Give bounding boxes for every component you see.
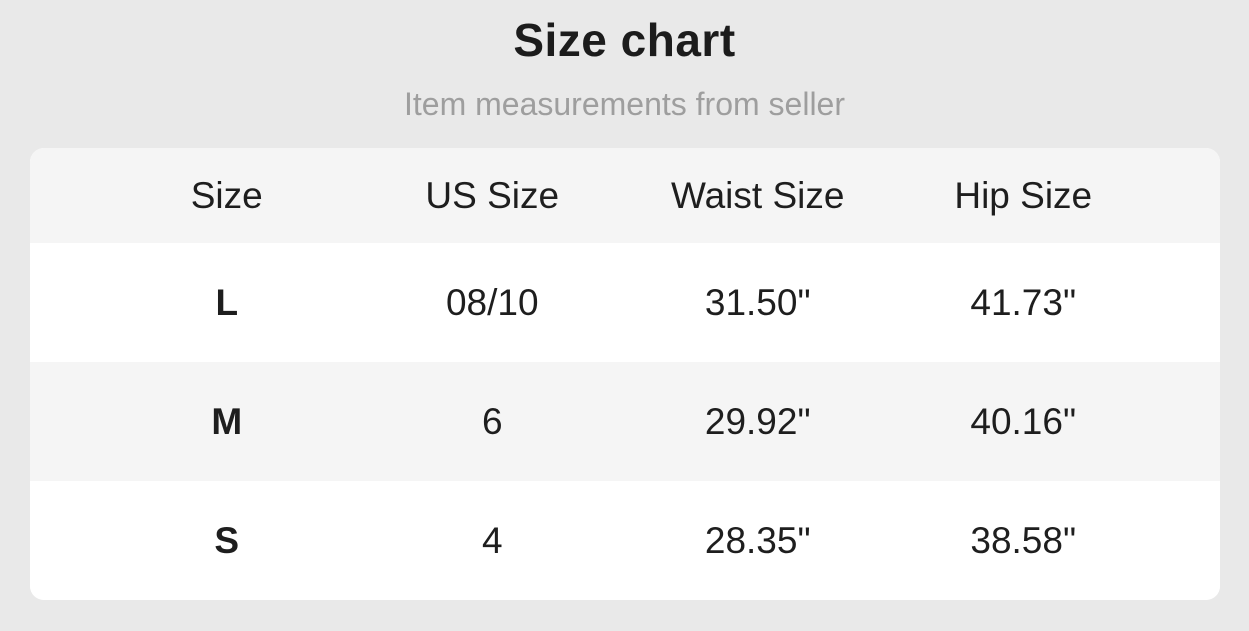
column-header-hip-size: Hip Size: [954, 174, 1093, 216]
cell-size: M: [211, 400, 243, 442]
cell-us-size: 08/10: [445, 281, 539, 323]
page-subtitle: Item measurements from seller: [403, 86, 845, 122]
column-header-waist-size: Waist Size: [671, 174, 845, 216]
cell-size: S: [214, 519, 240, 561]
cell-waist-size: 31.50": [704, 281, 811, 323]
cell-waist-size: 29.92": [704, 400, 811, 442]
column-header-us-size: US Size: [425, 174, 560, 216]
size-chart-table: Size US Size Waist Size Hip Size L 08/10…: [30, 148, 1220, 600]
cell-hip-size: 40.16": [970, 400, 1077, 442]
cell-hip-size: 41.73": [970, 281, 1077, 323]
cell-size: L: [215, 281, 239, 323]
cell-waist-size: 28.35": [704, 519, 811, 561]
page-title: Size chart: [513, 14, 736, 66]
table-row: M 6 29.92" 40.16": [30, 362, 1220, 481]
table-row: L 08/10 31.50" 41.73": [30, 243, 1220, 362]
table-row: S 4 28.35" 38.58": [30, 481, 1220, 600]
cell-us-size: 4: [481, 519, 503, 561]
cell-us-size: 6: [481, 400, 503, 442]
column-header-size: Size: [190, 174, 263, 216]
table-header-row: Size US Size Waist Size Hip Size: [30, 148, 1220, 243]
cell-hip-size: 38.58": [970, 519, 1077, 561]
